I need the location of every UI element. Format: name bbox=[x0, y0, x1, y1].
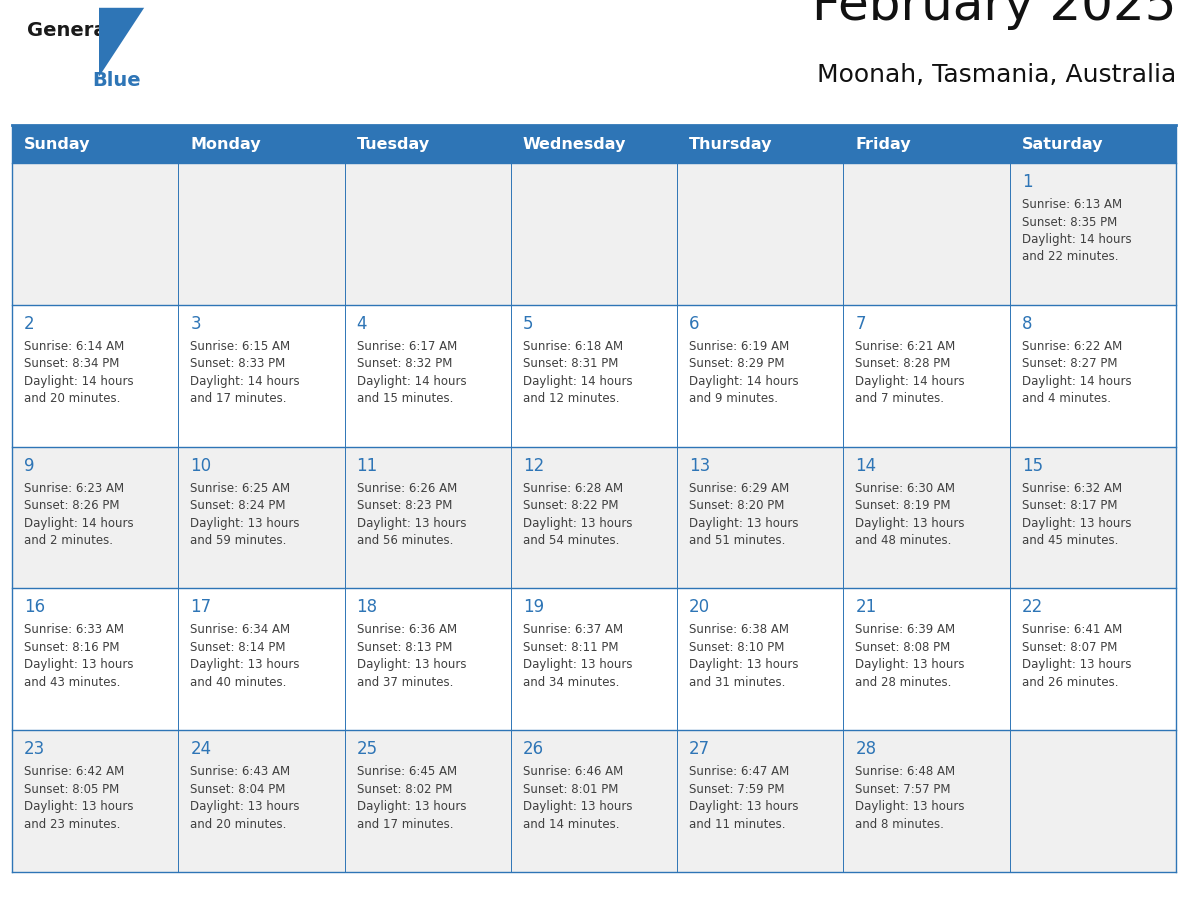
Text: 1: 1 bbox=[1022, 173, 1032, 191]
Text: Sunrise: 6:18 AM
Sunset: 8:31 PM
Daylight: 14 hours
and 12 minutes.: Sunrise: 6:18 AM Sunset: 8:31 PM Dayligh… bbox=[523, 340, 632, 406]
Text: Moonah, Tasmania, Australia: Moonah, Tasmania, Australia bbox=[817, 63, 1176, 87]
Text: 9: 9 bbox=[24, 456, 34, 475]
Text: Sunrise: 6:37 AM
Sunset: 8:11 PM
Daylight: 13 hours
and 34 minutes.: Sunrise: 6:37 AM Sunset: 8:11 PM Dayligh… bbox=[523, 623, 632, 688]
Text: 7: 7 bbox=[855, 315, 866, 333]
Text: 21: 21 bbox=[855, 599, 877, 616]
Text: Saturday: Saturday bbox=[1022, 137, 1104, 151]
Bar bbox=[12, 305, 1176, 446]
Text: 6: 6 bbox=[689, 315, 700, 333]
Text: 17: 17 bbox=[190, 599, 211, 616]
Text: Sunrise: 6:29 AM
Sunset: 8:20 PM
Daylight: 13 hours
and 51 minutes.: Sunrise: 6:29 AM Sunset: 8:20 PM Dayligh… bbox=[689, 482, 798, 547]
Text: 24: 24 bbox=[190, 740, 211, 758]
Bar bbox=[12, 588, 1176, 730]
Text: Sunrise: 6:15 AM
Sunset: 8:33 PM
Daylight: 14 hours
and 17 minutes.: Sunrise: 6:15 AM Sunset: 8:33 PM Dayligh… bbox=[190, 340, 299, 406]
Text: 12: 12 bbox=[523, 456, 544, 475]
Text: Sunrise: 6:22 AM
Sunset: 8:27 PM
Daylight: 14 hours
and 4 minutes.: Sunrise: 6:22 AM Sunset: 8:27 PM Dayligh… bbox=[1022, 340, 1131, 406]
Text: 14: 14 bbox=[855, 456, 877, 475]
Text: February 2025: February 2025 bbox=[811, 0, 1176, 30]
Text: 13: 13 bbox=[689, 456, 710, 475]
Text: Sunrise: 6:33 AM
Sunset: 8:16 PM
Daylight: 13 hours
and 43 minutes.: Sunrise: 6:33 AM Sunset: 8:16 PM Dayligh… bbox=[24, 623, 133, 688]
Text: Sunrise: 6:17 AM
Sunset: 8:32 PM
Daylight: 14 hours
and 15 minutes.: Sunrise: 6:17 AM Sunset: 8:32 PM Dayligh… bbox=[356, 340, 466, 406]
Bar bbox=[12, 125, 1176, 163]
Text: General: General bbox=[27, 21, 113, 39]
Text: Sunrise: 6:34 AM
Sunset: 8:14 PM
Daylight: 13 hours
and 40 minutes.: Sunrise: 6:34 AM Sunset: 8:14 PM Dayligh… bbox=[190, 623, 299, 688]
Bar bbox=[12, 163, 1176, 305]
Text: Monday: Monday bbox=[190, 137, 261, 151]
Text: 23: 23 bbox=[24, 740, 45, 758]
Text: Sunrise: 6:13 AM
Sunset: 8:35 PM
Daylight: 14 hours
and 22 minutes.: Sunrise: 6:13 AM Sunset: 8:35 PM Dayligh… bbox=[1022, 198, 1131, 263]
Text: Wednesday: Wednesday bbox=[523, 137, 626, 151]
Text: Sunrise: 6:48 AM
Sunset: 7:57 PM
Daylight: 13 hours
and 8 minutes.: Sunrise: 6:48 AM Sunset: 7:57 PM Dayligh… bbox=[855, 766, 965, 831]
Text: 16: 16 bbox=[24, 599, 45, 616]
Text: Sunrise: 6:45 AM
Sunset: 8:02 PM
Daylight: 13 hours
and 17 minutes.: Sunrise: 6:45 AM Sunset: 8:02 PM Dayligh… bbox=[356, 766, 466, 831]
Text: Sunrise: 6:43 AM
Sunset: 8:04 PM
Daylight: 13 hours
and 20 minutes.: Sunrise: 6:43 AM Sunset: 8:04 PM Dayligh… bbox=[190, 766, 299, 831]
Text: Sunrise: 6:32 AM
Sunset: 8:17 PM
Daylight: 13 hours
and 45 minutes.: Sunrise: 6:32 AM Sunset: 8:17 PM Dayligh… bbox=[1022, 482, 1131, 547]
Text: 28: 28 bbox=[855, 740, 877, 758]
Text: Sunrise: 6:25 AM
Sunset: 8:24 PM
Daylight: 13 hours
and 59 minutes.: Sunrise: 6:25 AM Sunset: 8:24 PM Dayligh… bbox=[190, 482, 299, 547]
Text: 10: 10 bbox=[190, 456, 211, 475]
Text: Sunrise: 6:46 AM
Sunset: 8:01 PM
Daylight: 13 hours
and 14 minutes.: Sunrise: 6:46 AM Sunset: 8:01 PM Dayligh… bbox=[523, 766, 632, 831]
Text: 4: 4 bbox=[356, 315, 367, 333]
Text: 20: 20 bbox=[689, 599, 710, 616]
Text: Sunrise: 6:41 AM
Sunset: 8:07 PM
Daylight: 13 hours
and 26 minutes.: Sunrise: 6:41 AM Sunset: 8:07 PM Dayligh… bbox=[1022, 623, 1131, 688]
Bar bbox=[12, 446, 1176, 588]
Text: Sunrise: 6:42 AM
Sunset: 8:05 PM
Daylight: 13 hours
and 23 minutes.: Sunrise: 6:42 AM Sunset: 8:05 PM Dayligh… bbox=[24, 766, 133, 831]
Text: Sunrise: 6:47 AM
Sunset: 7:59 PM
Daylight: 13 hours
and 11 minutes.: Sunrise: 6:47 AM Sunset: 7:59 PM Dayligh… bbox=[689, 766, 798, 831]
Text: 3: 3 bbox=[190, 315, 201, 333]
Text: 15: 15 bbox=[1022, 456, 1043, 475]
Text: Blue: Blue bbox=[93, 72, 141, 90]
Text: 2: 2 bbox=[24, 315, 34, 333]
Text: 5: 5 bbox=[523, 315, 533, 333]
Text: Sunrise: 6:30 AM
Sunset: 8:19 PM
Daylight: 13 hours
and 48 minutes.: Sunrise: 6:30 AM Sunset: 8:19 PM Dayligh… bbox=[855, 482, 965, 547]
Text: Thursday: Thursday bbox=[689, 137, 772, 151]
Text: Sunrise: 6:23 AM
Sunset: 8:26 PM
Daylight: 14 hours
and 2 minutes.: Sunrise: 6:23 AM Sunset: 8:26 PM Dayligh… bbox=[24, 482, 133, 547]
Text: 19: 19 bbox=[523, 599, 544, 616]
Text: Friday: Friday bbox=[855, 137, 911, 151]
Text: Sunrise: 6:14 AM
Sunset: 8:34 PM
Daylight: 14 hours
and 20 minutes.: Sunrise: 6:14 AM Sunset: 8:34 PM Dayligh… bbox=[24, 340, 133, 406]
Text: 27: 27 bbox=[689, 740, 710, 758]
Text: 25: 25 bbox=[356, 740, 378, 758]
Text: Sunrise: 6:21 AM
Sunset: 8:28 PM
Daylight: 14 hours
and 7 minutes.: Sunrise: 6:21 AM Sunset: 8:28 PM Dayligh… bbox=[855, 340, 965, 406]
Polygon shape bbox=[99, 7, 144, 76]
Text: 11: 11 bbox=[356, 456, 378, 475]
Text: Sunday: Sunday bbox=[24, 137, 90, 151]
Text: 8: 8 bbox=[1022, 315, 1032, 333]
Text: Sunrise: 6:28 AM
Sunset: 8:22 PM
Daylight: 13 hours
and 54 minutes.: Sunrise: 6:28 AM Sunset: 8:22 PM Dayligh… bbox=[523, 482, 632, 547]
Text: Sunrise: 6:19 AM
Sunset: 8:29 PM
Daylight: 14 hours
and 9 minutes.: Sunrise: 6:19 AM Sunset: 8:29 PM Dayligh… bbox=[689, 340, 798, 406]
Text: Sunrise: 6:36 AM
Sunset: 8:13 PM
Daylight: 13 hours
and 37 minutes.: Sunrise: 6:36 AM Sunset: 8:13 PM Dayligh… bbox=[356, 623, 466, 688]
Text: 18: 18 bbox=[356, 599, 378, 616]
Bar bbox=[12, 730, 1176, 872]
Text: 22: 22 bbox=[1022, 599, 1043, 616]
Text: 26: 26 bbox=[523, 740, 544, 758]
Text: Tuesday: Tuesday bbox=[356, 137, 430, 151]
Text: Sunrise: 6:38 AM
Sunset: 8:10 PM
Daylight: 13 hours
and 31 minutes.: Sunrise: 6:38 AM Sunset: 8:10 PM Dayligh… bbox=[689, 623, 798, 688]
Text: Sunrise: 6:26 AM
Sunset: 8:23 PM
Daylight: 13 hours
and 56 minutes.: Sunrise: 6:26 AM Sunset: 8:23 PM Dayligh… bbox=[356, 482, 466, 547]
Text: Sunrise: 6:39 AM
Sunset: 8:08 PM
Daylight: 13 hours
and 28 minutes.: Sunrise: 6:39 AM Sunset: 8:08 PM Dayligh… bbox=[855, 623, 965, 688]
